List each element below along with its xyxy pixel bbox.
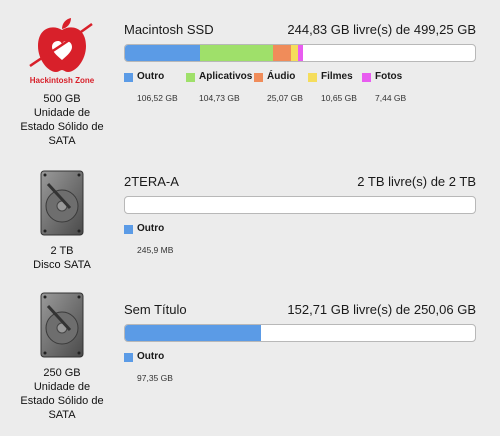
legend-swatch bbox=[124, 73, 133, 82]
disk-free-space: 152,71 GB livre(s) de 250,06 GB bbox=[287, 302, 476, 317]
disk-caption: 250 GB Unidade de Estado Sólido de SATA bbox=[0, 366, 124, 422]
usage-segment-outro bbox=[125, 45, 200, 61]
legend-swatch bbox=[124, 353, 133, 362]
legend-label: Áudio bbox=[267, 71, 296, 82]
disk-icon-column: 2 TB Disco SATA bbox=[0, 160, 124, 272]
disk-type-line: SATA bbox=[48, 135, 76, 147]
legend-item-aplicativos: Aplicativos 104,73 GB bbox=[186, 71, 252, 103]
storage-usage-bar bbox=[124, 324, 476, 342]
legend-item-fotos: Fotos 7,44 GB bbox=[362, 71, 406, 103]
storage-usage-bar bbox=[124, 44, 476, 62]
legend-label: Filmes bbox=[321, 71, 353, 82]
usage-segment-aplicativos bbox=[200, 45, 273, 61]
disk-free-space: 244,83 GB livre(s) de 499,25 GB bbox=[287, 22, 476, 37]
disk-icon-column: 250 GB Unidade de Estado Sólido de SATA bbox=[0, 282, 124, 422]
legend-item-audio: Áudio 25,07 GB bbox=[254, 71, 303, 103]
hard-drive-icon bbox=[40, 292, 84, 358]
legend-swatch bbox=[124, 225, 133, 234]
legend-value: 245,9 MB bbox=[137, 245, 174, 255]
disk-info: Sem Título 152,71 GB livre(s) de 250,06 … bbox=[124, 302, 476, 383]
legend-swatch bbox=[254, 73, 263, 82]
usage-segment-fotos bbox=[298, 45, 303, 61]
legend-label: Outro bbox=[137, 71, 165, 82]
usage-segment-outro bbox=[125, 325, 261, 341]
legend-label: Fotos bbox=[375, 71, 403, 82]
legend-item-outro: Outro 245,9 MB bbox=[124, 223, 173, 255]
legend-value: 7,44 GB bbox=[375, 93, 407, 103]
legend-value: 106,52 GB bbox=[137, 93, 178, 103]
disk-type-line: Disco SATA bbox=[33, 259, 91, 271]
legend-item-outro: Outro 106,52 GB bbox=[124, 71, 178, 103]
disk-type-line: Unidade de bbox=[33, 381, 91, 393]
usage-segment-filmes bbox=[291, 45, 298, 61]
disk-capacity: 250 GB bbox=[43, 367, 81, 379]
legend-label: Outro bbox=[137, 223, 165, 234]
disk-info: 2TERA-A 2 TB livre(s) de 2 TB Outro 245,… bbox=[124, 174, 476, 255]
usage-segment-áudio bbox=[273, 45, 291, 61]
svg-text:Hackintosh Zone: Hackintosh Zone bbox=[30, 76, 95, 85]
hard-drive-icon bbox=[40, 170, 84, 236]
disk-type-line: Unidade de bbox=[33, 107, 91, 119]
disk-free-space: 2 TB livre(s) de 2 TB bbox=[357, 174, 476, 189]
legend-value: 97,35 GB bbox=[137, 373, 173, 383]
legend-item-filmes: Filmes 10,65 GB bbox=[308, 71, 357, 103]
legend-swatch bbox=[308, 73, 317, 82]
legend-label: Aplicativos bbox=[199, 71, 253, 82]
disk-capacity: 500 GB bbox=[43, 93, 81, 105]
legend-swatch bbox=[186, 73, 195, 82]
disk-type-line: Estado Sólido de bbox=[20, 395, 104, 407]
disk-name: Sem Título bbox=[124, 302, 187, 317]
storage-usage-bar bbox=[124, 196, 476, 214]
legend-label: Outro bbox=[137, 351, 165, 362]
hackintosh-zone-logo-icon: Hackintosh Zone bbox=[29, 18, 95, 85]
disk-caption: 500 GB Unidade de Estado Sólido de SATA bbox=[0, 92, 124, 148]
legend-value: 25,07 GB bbox=[267, 93, 303, 103]
disk-info: Macintosh SSD 244,83 GB livre(s) de 499,… bbox=[124, 22, 476, 103]
disk-name: Macintosh SSD bbox=[124, 22, 214, 37]
disk-name: 2TERA-A bbox=[124, 174, 179, 189]
disk-type-line: Estado Sólido de bbox=[20, 121, 104, 133]
legend-item-outro: Outro 97,35 GB bbox=[124, 351, 173, 383]
legend-swatch bbox=[362, 73, 371, 82]
disk-type-line: SATA bbox=[48, 409, 76, 421]
legend-value: 104,73 GB bbox=[199, 93, 240, 103]
disk-capacity: 2 TB bbox=[50, 245, 74, 257]
legend-value: 10,65 GB bbox=[321, 93, 357, 103]
disk-icon-column: Hackintosh Zone 500 GB Unidade de Estado… bbox=[0, 10, 124, 148]
disk-caption: 2 TB Disco SATA bbox=[0, 244, 124, 272]
